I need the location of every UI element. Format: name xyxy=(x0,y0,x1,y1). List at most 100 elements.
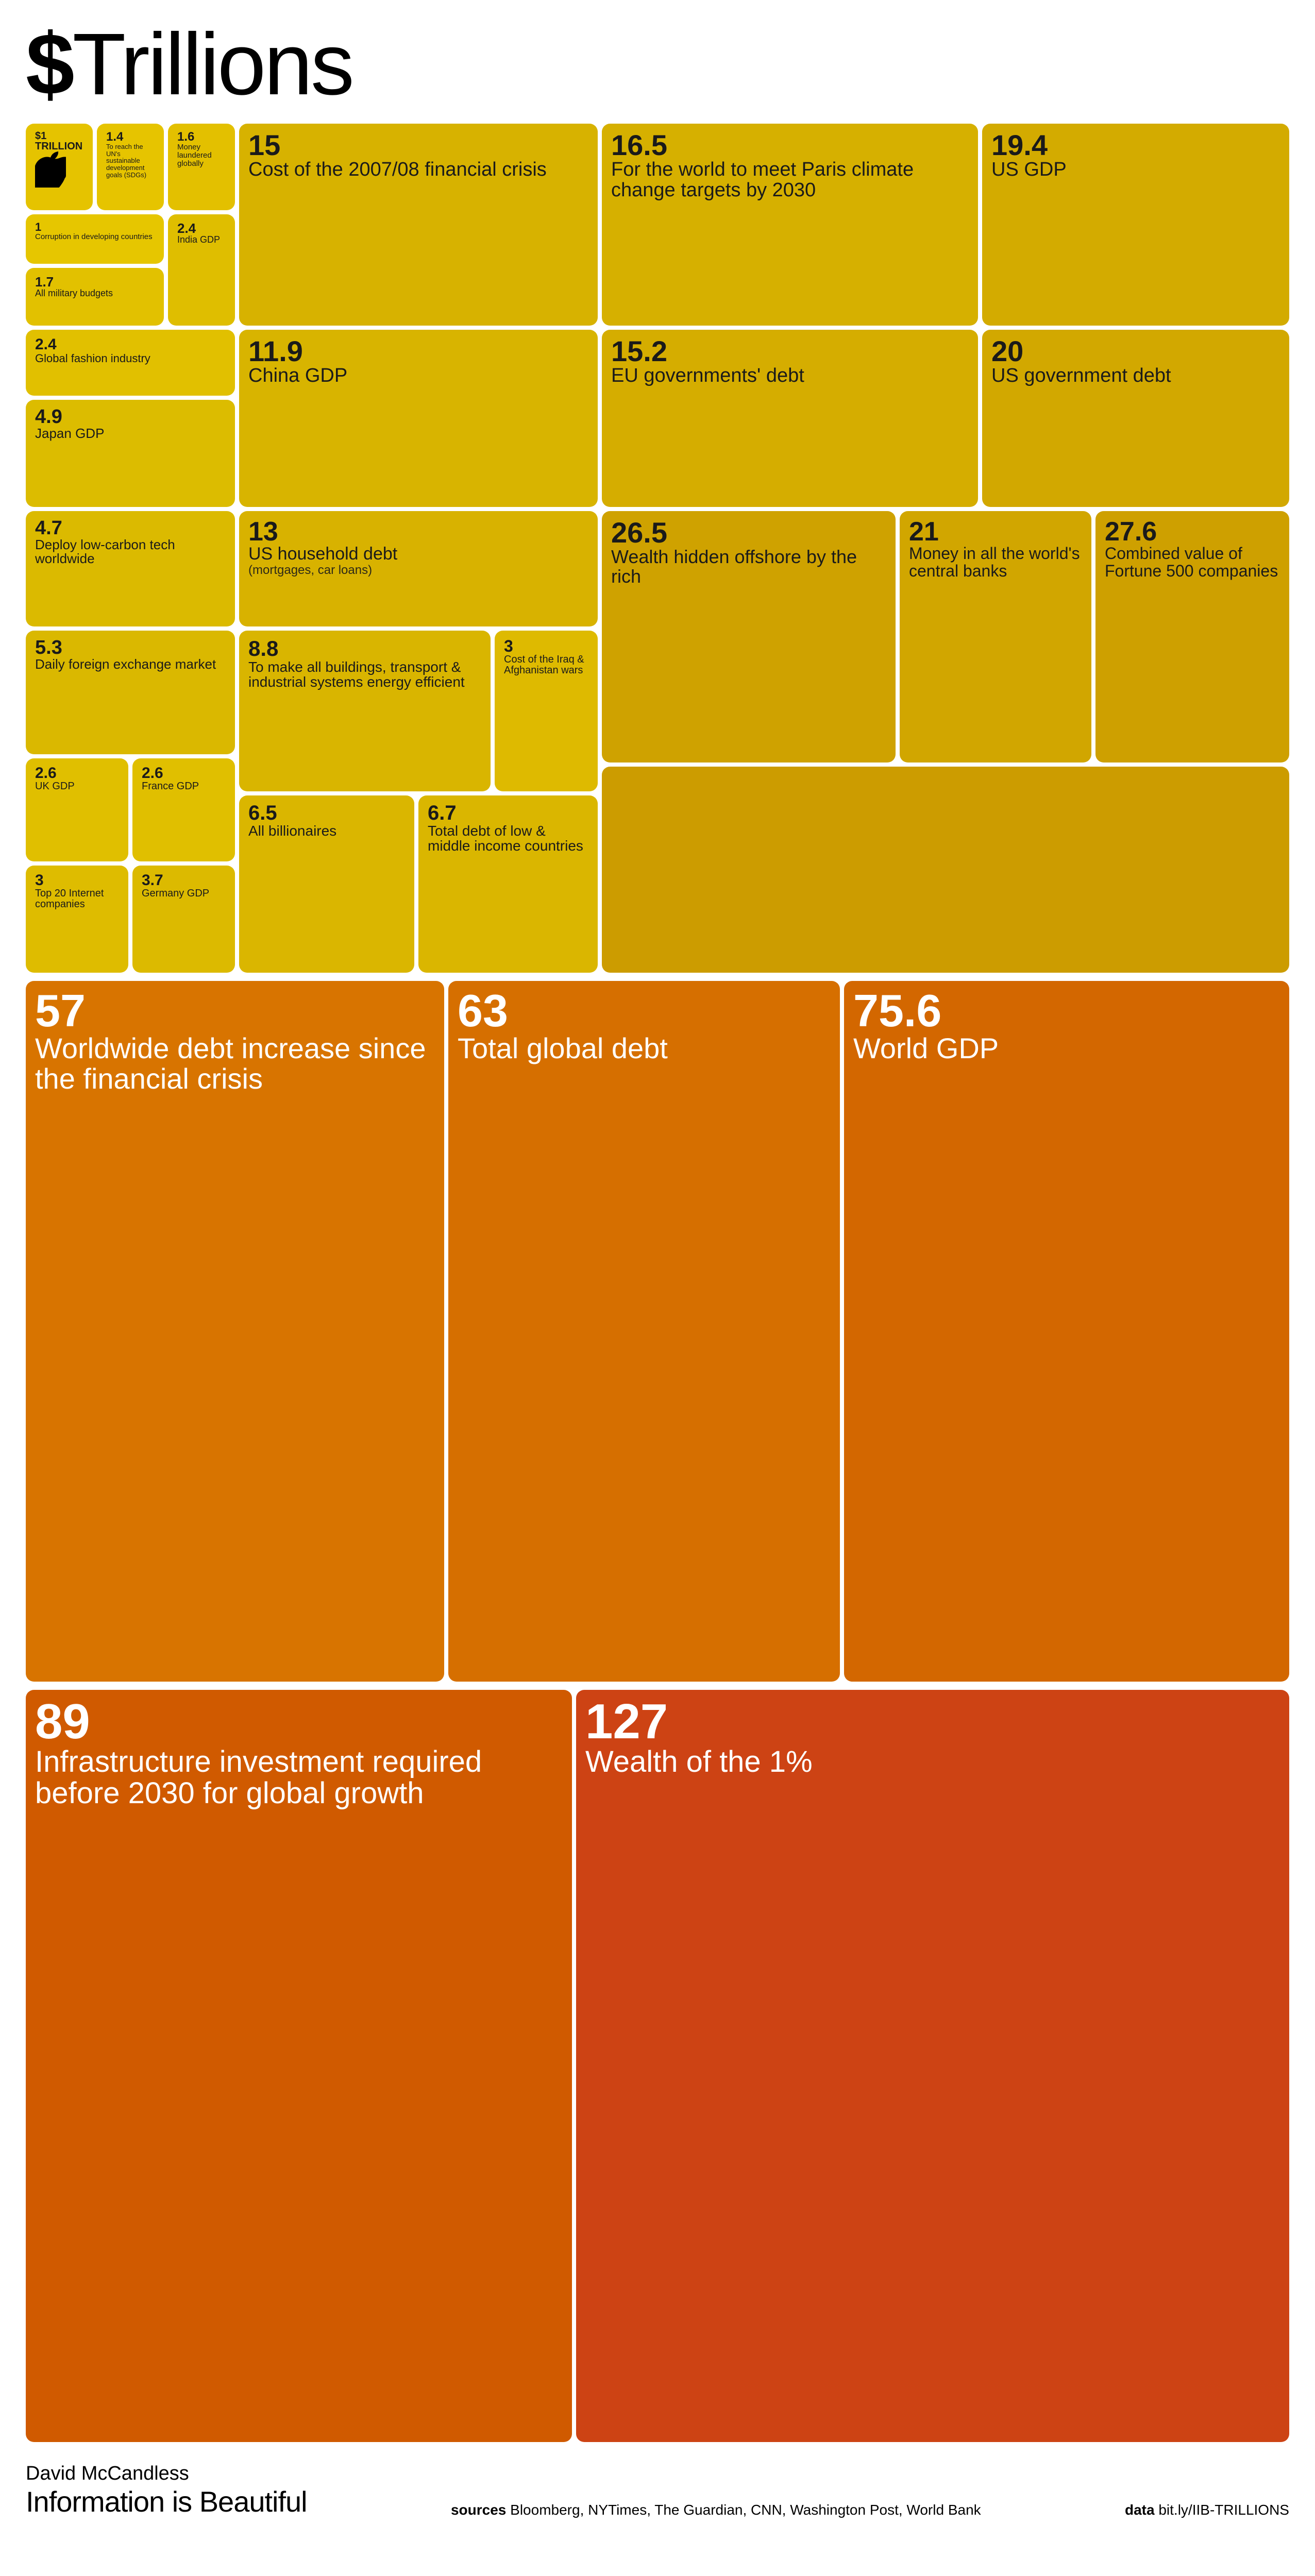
cell-spacer-mid xyxy=(602,767,1289,973)
cell-label: Daily foreign exchange market xyxy=(35,657,226,671)
cell-germany-gdp: 3.7Germany GDP xyxy=(132,866,235,973)
cell-buildings-eff: 8.8To make all buildings, transport & in… xyxy=(239,631,491,791)
cell-debt-increase: 57Worldwide debt increase since the fina… xyxy=(26,981,444,1682)
cell-value: 20 xyxy=(991,337,1280,366)
cell-us-gov-debt: 20US government debt xyxy=(982,330,1289,507)
cell-world-gdp: 75.6World GDP xyxy=(844,981,1289,1682)
sources-text: Bloomberg, NYTimes, The Guardian, CNN, W… xyxy=(510,2502,981,2518)
cell-un-goals: 1.4To reach the UN's sustainable develop… xyxy=(97,124,164,210)
footer: David McCandless Information is Beautifu… xyxy=(26,2463,1289,2518)
cell-value: 11.9 xyxy=(248,337,588,366)
footer-data-link: data bit.ly/IIB-TRILLIONS xyxy=(1125,2502,1289,2518)
cell-apple: $1 TRILLION xyxy=(26,124,93,210)
cell-lmi-debt: 6.7Total debt of low & middle income cou… xyxy=(418,795,598,973)
cell-value: 75.6 xyxy=(853,988,1280,1033)
cell-us-gdp: 19.4US GDP xyxy=(982,124,1289,326)
cell-crisis-cost: 15Cost of the 2007/08 financial crisis xyxy=(239,124,598,326)
cell-value: 57 xyxy=(35,988,435,1033)
cell-value: 26.5 xyxy=(611,518,886,547)
cell-label: All billionaires xyxy=(248,823,405,838)
cell-global-debt: 63Total global debt xyxy=(448,981,840,1682)
cell-label: US GDP xyxy=(991,160,1280,180)
author: David McCandless xyxy=(26,2463,307,2485)
cell-label: All military budgets xyxy=(35,289,155,298)
cell-us-household: 13US household debt(mortgages, car loans… xyxy=(239,511,598,626)
cell-value: 2.4 xyxy=(177,222,226,235)
apple-icon xyxy=(35,151,66,190)
cell-infra-2030: 89Infrastructure investment required bef… xyxy=(26,1690,572,2442)
site-name: Information is Beautiful xyxy=(26,2485,307,2518)
cell-offshore: 26.5Wealth hidden offshore by the rich xyxy=(602,511,896,762)
data-url: bit.ly/IIB-TRILLIONS xyxy=(1158,2502,1289,2518)
cell-france-gdp: 2.6France GDP xyxy=(132,758,235,861)
cell-paris: 16.5For the world to meet Paris climate … xyxy=(602,124,978,326)
cell-value: 5.3 xyxy=(35,638,226,657)
cell-china-gdp: 11.9China GDP xyxy=(239,330,598,507)
cell-uk-gdp: 2.6UK GDP xyxy=(26,758,128,861)
cell-japan-gdp: 4.9Japan GDP xyxy=(26,400,235,507)
cell-value: 89 xyxy=(35,1697,563,1747)
page-title: $Trillions xyxy=(26,21,1289,108)
cell-label: France GDP xyxy=(142,781,226,792)
cell-value: 6.7 xyxy=(428,803,588,823)
treemap-canvas: $1 TRILLION 1.4To reach the UN's sustaina… xyxy=(26,124,1289,2442)
cell-wars-cost: 3Cost of the Iraq & Afghanistan wars xyxy=(495,631,598,791)
cell-value: 3.7 xyxy=(142,873,226,888)
cell-value: 16.5 xyxy=(611,131,969,160)
cell-label: Top 20 Internet companies xyxy=(35,888,119,910)
cell-value: 21 xyxy=(909,518,1082,545)
cell-label: To make all buildings, transport & indus… xyxy=(248,659,481,690)
cell-sublabel: (mortgages, car loans) xyxy=(248,564,588,577)
cell-value: $1 TRILLION xyxy=(35,131,83,151)
cell-value: 1 xyxy=(35,222,155,233)
page: $Trillions $1 TRILLION 1.4To reach the UN… xyxy=(0,0,1315,2549)
cell-value: 2.6 xyxy=(35,766,119,781)
cell-label: Wealth of the 1% xyxy=(585,1747,1280,1778)
cell-wealth-1pct: 127Wealth of the 1% xyxy=(576,1690,1289,2442)
cell-value: 4.7 xyxy=(35,518,226,538)
cell-value: 2.4 xyxy=(35,337,226,352)
cell-top20-net: 3Top 20 Internet companies xyxy=(26,866,128,973)
cell-all-bill: 6.5All billionaires xyxy=(239,795,414,973)
cell-label: US household debt xyxy=(248,545,588,564)
cell-label: US government debt xyxy=(991,366,1280,386)
cell-label: China GDP xyxy=(248,366,588,386)
cell-label: Total debt of low & middle income countr… xyxy=(428,823,588,854)
cell-value: 1.6 xyxy=(177,131,226,143)
cell-label: Wealth hidden offshore by the rich xyxy=(611,547,886,586)
sources-label: sources xyxy=(451,2502,506,2518)
footer-sources: sources Bloomberg, NYTimes, The Guardian… xyxy=(451,2502,981,2518)
cell-value: 127 xyxy=(585,1697,1280,1747)
cell-label: Corruption in developing countries xyxy=(35,233,155,241)
cell-value: 1.7 xyxy=(35,275,155,289)
cell-value: 3 xyxy=(35,873,119,888)
cell-label: To reach the UN's sustainable developmen… xyxy=(106,143,155,178)
cell-mil-budgets: 1.7All military budgets xyxy=(26,268,164,326)
cell-label: Infrastructure investment required befor… xyxy=(35,1747,563,1809)
cell-value: 63 xyxy=(458,988,831,1033)
cell-label: Money in all the world's central banks xyxy=(909,545,1082,580)
cell-value: 15 xyxy=(248,131,588,160)
cell-label: Total global debt xyxy=(458,1033,831,1064)
cell-label: World GDP xyxy=(853,1033,1280,1064)
cell-value: 2.6 xyxy=(142,766,226,781)
cell-value: 6.5 xyxy=(248,803,405,823)
cell-label: Germany GDP xyxy=(142,888,226,899)
footer-left: David McCandless Information is Beautifu… xyxy=(26,2463,307,2518)
cell-value: 13 xyxy=(248,518,588,545)
cell-fortune500: 27.6Combined value of Fortune 500 compan… xyxy=(1095,511,1289,762)
cell-label: EU governments' debt xyxy=(611,366,969,386)
cell-label: Worldwide debt increase since the financ… xyxy=(35,1033,435,1094)
cell-low-carbon: 4.7Deploy low-carbon tech worldwide xyxy=(26,511,235,626)
cell-value: 27.6 xyxy=(1105,518,1280,545)
cell-label: Cost of the Iraq & Afghanistan wars xyxy=(504,654,588,676)
cell-value: 3 xyxy=(504,638,588,654)
cell-label: Global fashion industry xyxy=(35,352,226,364)
cell-eu-debt: 15.2EU governments' debt xyxy=(602,330,978,507)
cell-value: 4.9 xyxy=(35,407,226,427)
cell-india-gdp: 2.4India GDP xyxy=(168,214,235,326)
cell-corruption: 1Corruption in developing countries xyxy=(26,214,164,264)
cell-value: 1.4 xyxy=(106,131,155,143)
cell-laundered: 1.6Money laundered globally xyxy=(168,124,235,210)
cell-fashion: 2.4Global fashion industry xyxy=(26,330,235,396)
